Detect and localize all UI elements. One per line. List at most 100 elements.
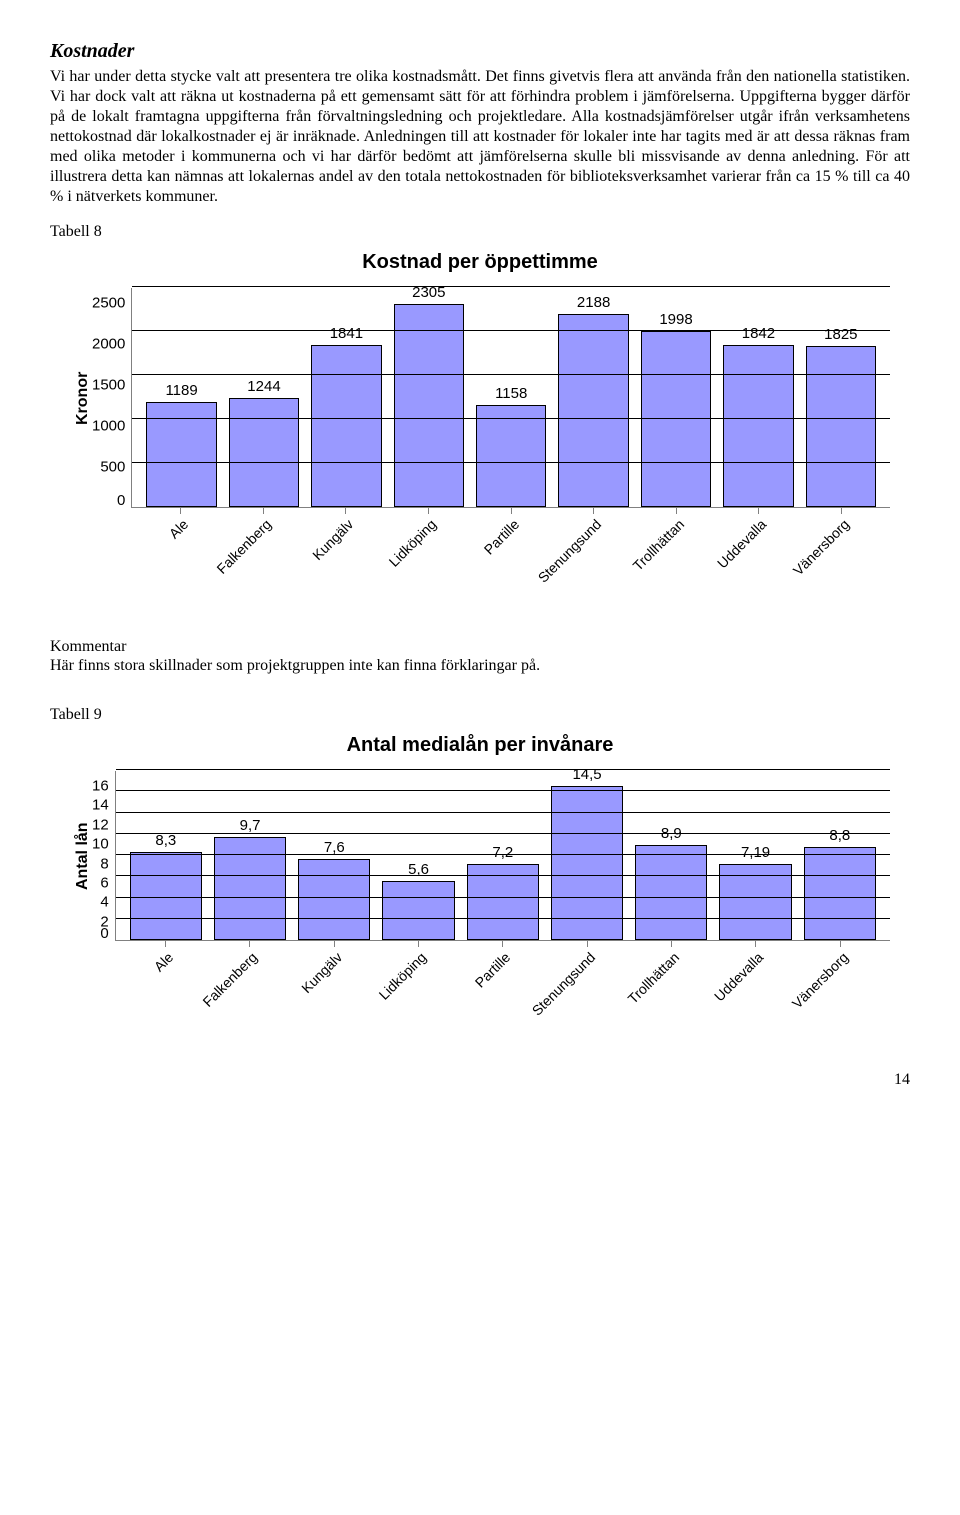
xlabel-wrap: Partille — [475, 508, 546, 598]
table-8-label: Tabell 8 — [50, 223, 910, 241]
xlabel-wrap: Trollhättan — [640, 508, 711, 598]
gridline — [116, 833, 890, 834]
chart-antal-medialan: Antal medialån per invånare Antal lån 16… — [70, 734, 890, 1031]
bar-value: 8,3 — [130, 833, 202, 848]
xlabel-wrap: Stenungsund — [551, 941, 623, 1031]
bar-value: 7,19 — [719, 845, 791, 860]
xlabel-wrap: Uddevalla — [723, 508, 794, 598]
gridline — [116, 875, 890, 876]
xlabel: Stenungsund — [528, 949, 598, 1019]
bar — [804, 847, 876, 941]
ytick: 0 — [117, 493, 125, 508]
bar — [311, 345, 381, 507]
xlabel-wrap: Vänersborg — [804, 941, 876, 1031]
ytick: 500 — [100, 460, 125, 475]
ytick: 14 — [92, 798, 109, 813]
bar-uddevalla: 1842 — [723, 345, 793, 507]
table-9-label: Tabell 9 — [50, 706, 910, 724]
bar-kungälv: 7,6 — [298, 859, 370, 940]
chart-1-ylabel: Kronor — [70, 288, 92, 508]
bar-value: 1842 — [723, 326, 793, 341]
bar — [382, 881, 454, 941]
chart-2-xlabels: Ale Falkenberg Kungälv Lidköping Partille Ste… — [115, 941, 890, 1031]
bar — [229, 398, 299, 507]
chart-2-title: Antal medialån per invånare — [70, 734, 890, 757]
page-number: 14 — [50, 1071, 910, 1089]
bar — [558, 314, 628, 507]
xlabel-wrap: Falkenberg — [228, 508, 299, 598]
chart-2-ylabel: Antal lån — [70, 771, 92, 941]
xlabel: Uddevalla — [714, 516, 769, 571]
gridline — [116, 790, 890, 791]
xlabel: Vänersborg — [790, 516, 853, 579]
ytick: 0 — [100, 926, 108, 941]
xlabel-wrap: Ale — [129, 941, 201, 1031]
xlabel: Kungälv — [310, 516, 357, 563]
xlabel: Lidköping — [376, 949, 430, 1003]
xlabel-wrap: Lidköping — [382, 941, 454, 1031]
comment-text: Här finns stora skillnader som projektgr… — [50, 656, 910, 676]
gridline — [132, 374, 890, 375]
bar-kungälv: 1841 — [311, 345, 381, 507]
xlabel: Trollhättan — [625, 949, 683, 1007]
gridline — [132, 418, 890, 419]
bar-falkenberg: 1244 — [229, 398, 299, 507]
xlabel: Falkenberg — [213, 516, 274, 577]
xlabel: Ale — [166, 516, 192, 542]
ytick: 4 — [100, 895, 108, 910]
ytick: 16 — [92, 779, 109, 794]
xlabel-wrap: Ale — [145, 508, 216, 598]
xlabel: Partille — [480, 516, 522, 558]
chart-1-xlabels: AleFalkenbergKungälvLidköpingPartilleSte… — [131, 508, 890, 598]
section-heading: Kostnader — [50, 40, 910, 63]
chart-2-yticks: 1614121086420 — [92, 771, 115, 941]
bar-value: 2188 — [558, 295, 628, 310]
body-paragraph: Vi har under detta stycke valt att prese… — [50, 67, 910, 207]
bar-value: 1998 — [641, 312, 711, 327]
bar-trollhättan: 8,9 — [635, 845, 707, 940]
bar — [298, 859, 370, 940]
bar-lidköping: 5,6 — [382, 881, 454, 941]
xlabel: Partille — [472, 949, 514, 991]
gridline — [116, 897, 890, 898]
bar-value: 8,8 — [804, 828, 876, 843]
gridline — [132, 286, 890, 287]
bar — [476, 405, 546, 507]
xlabel-wrap: Trollhättan — [635, 941, 707, 1031]
bar-value: 9,7 — [214, 818, 286, 833]
bar — [723, 345, 793, 507]
xlabel-wrap: Partille — [466, 941, 538, 1031]
bar-value: 7,6 — [298, 840, 370, 855]
gridline — [116, 812, 890, 813]
xlabel: Ale — [151, 949, 177, 975]
xlabel-wrap: Uddevalla — [719, 941, 791, 1031]
bar-value: 2305 — [394, 285, 464, 300]
xlabel: Trollhättan — [629, 516, 687, 574]
bar-vänersborg: 1825 — [806, 346, 876, 507]
xlabel-wrap: Vänersborg — [806, 508, 877, 598]
ytick: 2500 — [92, 296, 125, 311]
bar — [641, 331, 711, 507]
ytick: 12 — [92, 817, 109, 832]
gridline — [132, 462, 890, 463]
bar — [635, 845, 707, 940]
bar-value: 1244 — [229, 379, 299, 394]
xlabel: Kungälv — [298, 949, 345, 996]
bar — [806, 346, 876, 507]
bar-falkenberg: 9,7 — [214, 837, 286, 940]
chart-1-plot-area: 118912441841230511582188199818421825 — [131, 288, 890, 508]
bar-value: 1189 — [146, 383, 216, 398]
xlabel: Vänersborg — [789, 949, 852, 1012]
bar-value: 1841 — [311, 326, 381, 341]
bar-partille: 1158 — [476, 405, 546, 507]
ytick: 1000 — [92, 419, 125, 434]
bar-value: 5,6 — [382, 862, 454, 877]
bar-trollhättan: 1998 — [641, 331, 711, 507]
ytick: 2000 — [92, 337, 125, 352]
xlabel: Falkenberg — [200, 949, 261, 1010]
gridline — [116, 769, 890, 770]
bar-value: 1158 — [476, 386, 546, 401]
bar-lidköping: 2305 — [394, 304, 464, 507]
bar-stenungsund: 2188 — [558, 314, 628, 507]
chart-1-title: Kostnad per öppettimme — [70, 251, 890, 274]
